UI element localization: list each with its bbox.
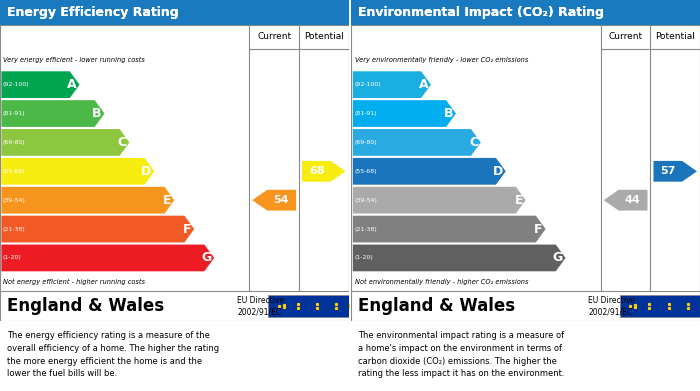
Text: D: D [141, 165, 151, 178]
Text: C: C [118, 136, 127, 149]
Circle shape [307, 305, 328, 307]
Text: 54: 54 [274, 195, 289, 205]
Polygon shape [1, 187, 174, 213]
Text: Current: Current [608, 32, 643, 41]
Polygon shape [353, 71, 431, 98]
Text: F: F [534, 222, 542, 235]
Text: (21-38): (21-38) [354, 226, 377, 231]
Text: (92-100): (92-100) [354, 82, 381, 87]
Polygon shape [353, 244, 566, 271]
Text: F: F [183, 222, 191, 235]
Text: (81-91): (81-91) [3, 111, 25, 116]
Text: Energy Efficiency Rating: Energy Efficiency Rating [7, 6, 178, 19]
Text: (1-20): (1-20) [3, 255, 22, 260]
Text: E: E [514, 194, 523, 207]
Text: (69-80): (69-80) [3, 140, 25, 145]
Text: G: G [552, 251, 563, 264]
Polygon shape [1, 100, 104, 127]
Text: (55-68): (55-68) [3, 169, 25, 174]
Polygon shape [1, 129, 130, 156]
Text: A: A [419, 78, 428, 91]
Text: B: B [444, 107, 453, 120]
Text: (39-54): (39-54) [354, 198, 377, 203]
Text: The environmental impact rating is a measure of
a home's impact on the environme: The environmental impact rating is a mea… [358, 332, 565, 378]
Polygon shape [252, 190, 296, 211]
Text: Not energy efficient - higher running costs: Not energy efficient - higher running co… [4, 279, 146, 285]
Polygon shape [1, 158, 154, 185]
Text: Very energy efficient - lower running costs: Very energy efficient - lower running co… [4, 57, 146, 63]
Polygon shape [603, 190, 648, 211]
Text: Not environmentally friendly - higher CO₂ emissions: Not environmentally friendly - higher CO… [355, 279, 528, 285]
Text: (21-38): (21-38) [3, 226, 25, 231]
Text: E: E [163, 194, 172, 207]
Text: Environmental Impact (CO₂) Rating: Environmental Impact (CO₂) Rating [358, 6, 604, 19]
Text: (55-68): (55-68) [354, 169, 377, 174]
Polygon shape [1, 216, 194, 242]
Text: G: G [201, 251, 211, 264]
Polygon shape [1, 244, 214, 271]
Text: Potential: Potential [655, 32, 695, 41]
Polygon shape [353, 158, 505, 185]
Text: (1-20): (1-20) [354, 255, 373, 260]
Polygon shape [302, 161, 346, 182]
Text: Environmental Impact (CO₂) Rating: Environmental Impact (CO₂) Rating [358, 6, 604, 19]
Text: (92-100): (92-100) [3, 82, 29, 87]
Polygon shape [654, 161, 697, 182]
Text: Very environmentally friendly - lower CO₂ emissions: Very environmentally friendly - lower CO… [355, 57, 528, 63]
Text: 44: 44 [625, 195, 640, 205]
Text: EU Directive
2002/91/EC: EU Directive 2002/91/EC [589, 296, 636, 316]
Text: The energy efficiency rating is a measure of the
overall efficiency of a home. T: The energy efficiency rating is a measur… [7, 332, 219, 378]
Text: A: A [67, 78, 77, 91]
Text: B: B [92, 107, 102, 120]
Text: Potential: Potential [304, 32, 344, 41]
FancyBboxPatch shape [620, 295, 700, 317]
Text: (39-54): (39-54) [3, 198, 26, 203]
Text: 68: 68 [309, 166, 325, 176]
Polygon shape [353, 129, 481, 156]
Text: D: D [493, 165, 503, 178]
Text: (69-80): (69-80) [354, 140, 377, 145]
Text: Current: Current [257, 32, 291, 41]
Polygon shape [353, 187, 526, 213]
Circle shape [659, 305, 679, 307]
Text: 57: 57 [660, 166, 675, 176]
Text: England & Wales: England & Wales [7, 297, 164, 315]
Text: C: C [469, 136, 478, 149]
Polygon shape [1, 71, 80, 98]
Text: England & Wales: England & Wales [358, 297, 515, 315]
Text: EU Directive
2002/91/EC: EU Directive 2002/91/EC [237, 296, 284, 316]
Polygon shape [353, 216, 545, 242]
Polygon shape [353, 100, 456, 127]
Text: (81-91): (81-91) [354, 111, 377, 116]
Text: Energy Efficiency Rating: Energy Efficiency Rating [7, 6, 178, 19]
FancyBboxPatch shape [268, 295, 366, 317]
